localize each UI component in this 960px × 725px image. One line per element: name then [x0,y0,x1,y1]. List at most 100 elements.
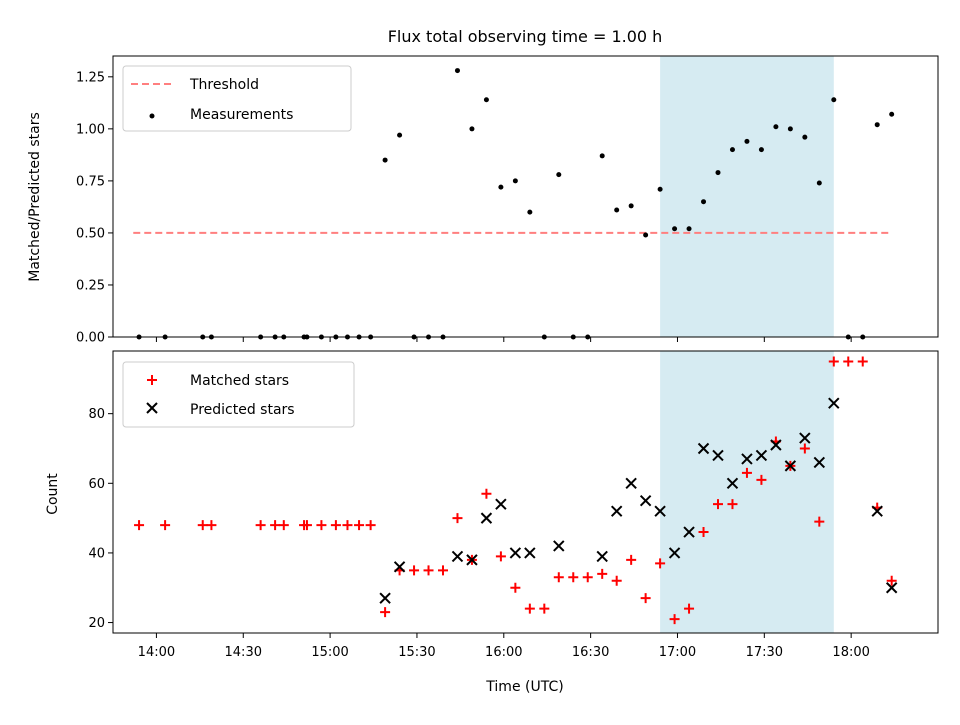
measurement-point [802,134,808,140]
top-y-ticks: 0.00 0.25 0.50 0.75 1.00 1.25 [76,70,113,346]
x-tick-label: 14:00 [138,645,175,660]
matched-legend-marker [147,375,157,385]
matched-star-point [553,572,564,583]
measurement-point [382,157,388,163]
predicted-star-point [524,547,536,559]
predicted-star-point [654,505,666,517]
predicted-star-point [683,526,695,538]
predicted-star-point [755,449,768,462]
predicted-legend-marker [146,402,158,414]
top-y-tick-label: 1.00 [76,122,105,137]
top-y-tick-label: 0.50 [76,226,105,241]
matched-star-point [640,593,651,604]
matched-star-point [713,499,723,510]
top-y-tick-label: 0.25 [76,278,105,293]
matched-star-point [857,356,868,367]
predicted-star-point [625,477,637,490]
bottom-x-ticks: 14:00 14:30 15:00 15:30 16:00 16:30 17:00 17:30… [138,633,870,660]
measurement-point [657,186,663,192]
matched-star-point [727,499,738,510]
matched-star-point [255,520,266,531]
measurement-point [498,184,504,190]
x-tick-label: 16:00 [485,645,522,660]
measurement-point [729,147,735,153]
matched-star-point [495,551,506,562]
predicted-star-point [495,498,507,510]
measurement-point [787,126,793,132]
matched-star-point [481,488,492,499]
matched-star-point [452,513,463,524]
matched-star-point [301,520,312,531]
top-y-tick-label: 0.00 [76,331,105,346]
bottom-y-tick-label: 40 [88,546,105,561]
top-y-axis-label: Matched/Predicted stars [27,112,43,282]
predicted-star-point [784,460,797,472]
measurement-point [773,124,779,130]
matched-star-point [568,572,579,583]
matched-star-point [756,474,767,485]
matched-star-point [206,520,217,531]
predicted-star-point [553,540,565,552]
measurement-point [454,68,460,74]
bottom-legend-box [122,361,355,428]
measurement-point [599,153,605,159]
predicted-star-point [770,439,782,451]
predicted-legend-label: Predicted stars [190,402,295,418]
measurement-point [874,122,880,128]
predicted-star-point [451,550,464,563]
matched-star-point [438,565,448,576]
bottom-y-tick-label: 80 [88,407,105,422]
matched-star-point [886,575,897,586]
matched-star-point [814,516,825,527]
predicted-star-point [596,550,608,563]
predicted-star-point [799,432,811,444]
matched-star-point [197,520,208,531]
matched-star-point [365,520,376,531]
matched-star-point [669,614,680,625]
measurement-point [469,126,475,132]
measurement-point [672,226,678,232]
predicted-star-point [466,554,478,566]
measurement-point [527,209,533,215]
predicted-star-point [668,547,681,559]
count-points [134,356,898,625]
x-axis-label: Time (UTC) [485,679,563,695]
x-tick-label: 17:00 [659,645,696,660]
matched-star-point [330,520,341,531]
predicted-star-point [712,449,724,462]
matched-star-point [597,568,608,579]
measurement-point [686,226,692,232]
predicted-star-point [610,505,623,517]
x-tick-label: 15:00 [311,645,348,660]
chart-title: Flux total observing time = 1.00 h [388,27,663,46]
bottom-y-axis-label: Count [45,473,61,515]
matched-star-point [698,527,709,538]
x-tick-label: 17:30 [746,645,783,660]
measurement-point [556,172,562,178]
top-y-tick-label: 0.75 [76,174,105,189]
x-tick-label: 14:30 [225,645,262,660]
matched-star-point [539,603,550,614]
matched-star-point [409,565,420,576]
bottom-y-tick-label: 60 [88,477,105,492]
measurement-point [643,232,649,238]
observing-window-shade-top [660,56,834,337]
predicted-star-point [697,442,710,455]
bottom-axes-frame [112,350,939,634]
measurement-point [889,111,895,117]
matched-star-point [611,575,622,586]
predicted-star-point [639,494,652,507]
predicted-star-point [828,397,840,409]
measurement-point [512,178,518,184]
matched-star-point [524,603,535,614]
x-tick-label: 16:30 [572,645,609,660]
matched-star-point [582,572,593,583]
flux-ratio-panel: 0.00 0.25 0.50 0.75 1.00 1.25 Flux total obse… [27,27,939,346]
measurement-point [614,207,620,213]
matched-star-point [342,520,353,531]
bottom-legend: Matched stars Predicted stars [122,361,355,428]
predicted-star-point [885,582,898,594]
measurement-point [397,132,403,138]
